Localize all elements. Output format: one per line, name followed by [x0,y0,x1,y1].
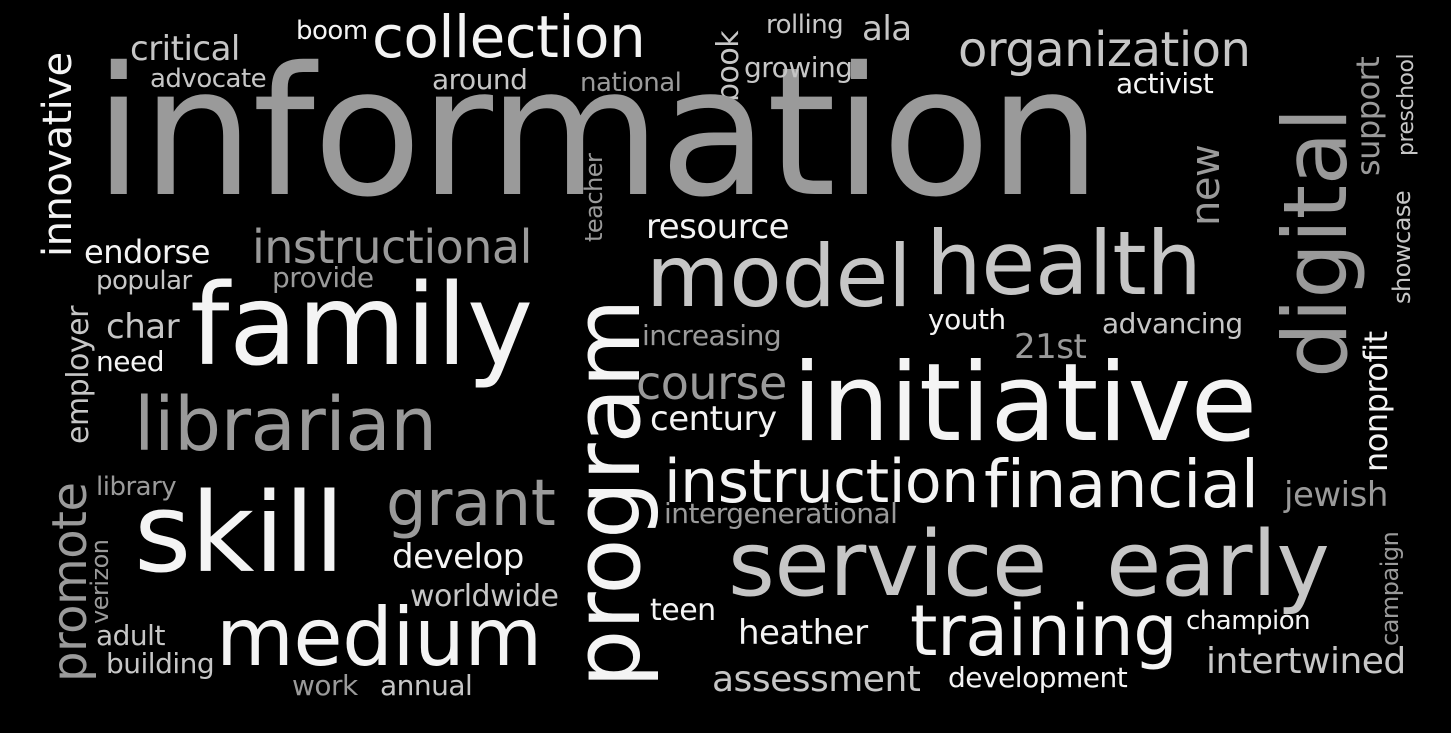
word-library: library [96,472,177,502]
word-champion: champion [1186,606,1311,636]
word-financial: financial [984,446,1259,523]
word-advocate: advocate [150,64,267,94]
word-annual: annual [380,669,473,702]
word-skill: skill [134,469,345,597]
word-ala: ala [862,9,912,49]
word-instructional: instructional [252,220,532,274]
word-verizon: verizon [86,539,114,625]
word-service: service [728,512,1047,617]
word-information: information [94,29,1101,236]
word-rolling: rolling [766,10,844,40]
word-boom: boom [296,16,368,46]
word-development: development [948,661,1128,694]
word-need: need [96,345,164,378]
word-training: training [910,590,1178,672]
word-teen: teen [650,593,716,628]
word-grant: grant [386,467,556,541]
word-provide: provide [272,261,374,294]
word-instruction: instruction [664,447,979,517]
word-health: health [926,212,1202,315]
word-librarian: librarian [134,382,437,468]
word-popular: popular [96,266,192,296]
word-21st: 21st [1014,327,1087,367]
word-growing: growing [744,51,853,84]
word-model: model [646,227,912,327]
word-jewish: jewish [1284,475,1388,515]
word-employer: employer [61,306,96,444]
word-innovative: innovative [35,52,81,257]
word-intertwined: intertwined [1206,641,1406,682]
word-heather: heather [738,613,868,653]
word-increasing: increasing [642,319,782,352]
word-collection: collection [372,3,646,71]
word-course: course [636,356,787,410]
word-assessment: assessment [712,659,921,700]
word-work: work [292,669,358,702]
word-preschool: preschool [1394,53,1419,156]
word-adult: adult [96,619,165,652]
word-worldwide: worldwide [410,579,559,614]
word-endorse: endorse [84,233,210,271]
word-around: around [432,63,528,96]
word-digital: digital [1264,108,1367,378]
word-support: support [1349,56,1387,176]
word-national: national [580,68,682,98]
word-resource: resource [646,207,790,247]
word-showcase: showcase [1388,190,1416,304]
word-initiative: initiative [792,341,1257,466]
word-char: char [106,307,180,347]
word-advancing: advancing [1102,307,1243,340]
word-intergenerational: intergenerational [664,497,898,530]
word-develop: develop [392,537,524,577]
word-campaign: campaign [1376,531,1404,646]
word-early: early [1106,512,1330,617]
word-family: family [190,261,533,391]
word-building: building [106,647,215,680]
word-critical: critical [130,29,240,69]
word-youth: youth [928,303,1006,336]
word-organization: organization [958,22,1251,78]
word-nonprofit: nonprofit [1357,331,1395,472]
word-medium: medium [216,591,542,684]
word-activist: activist [1116,67,1214,100]
word-century: century [650,399,777,439]
